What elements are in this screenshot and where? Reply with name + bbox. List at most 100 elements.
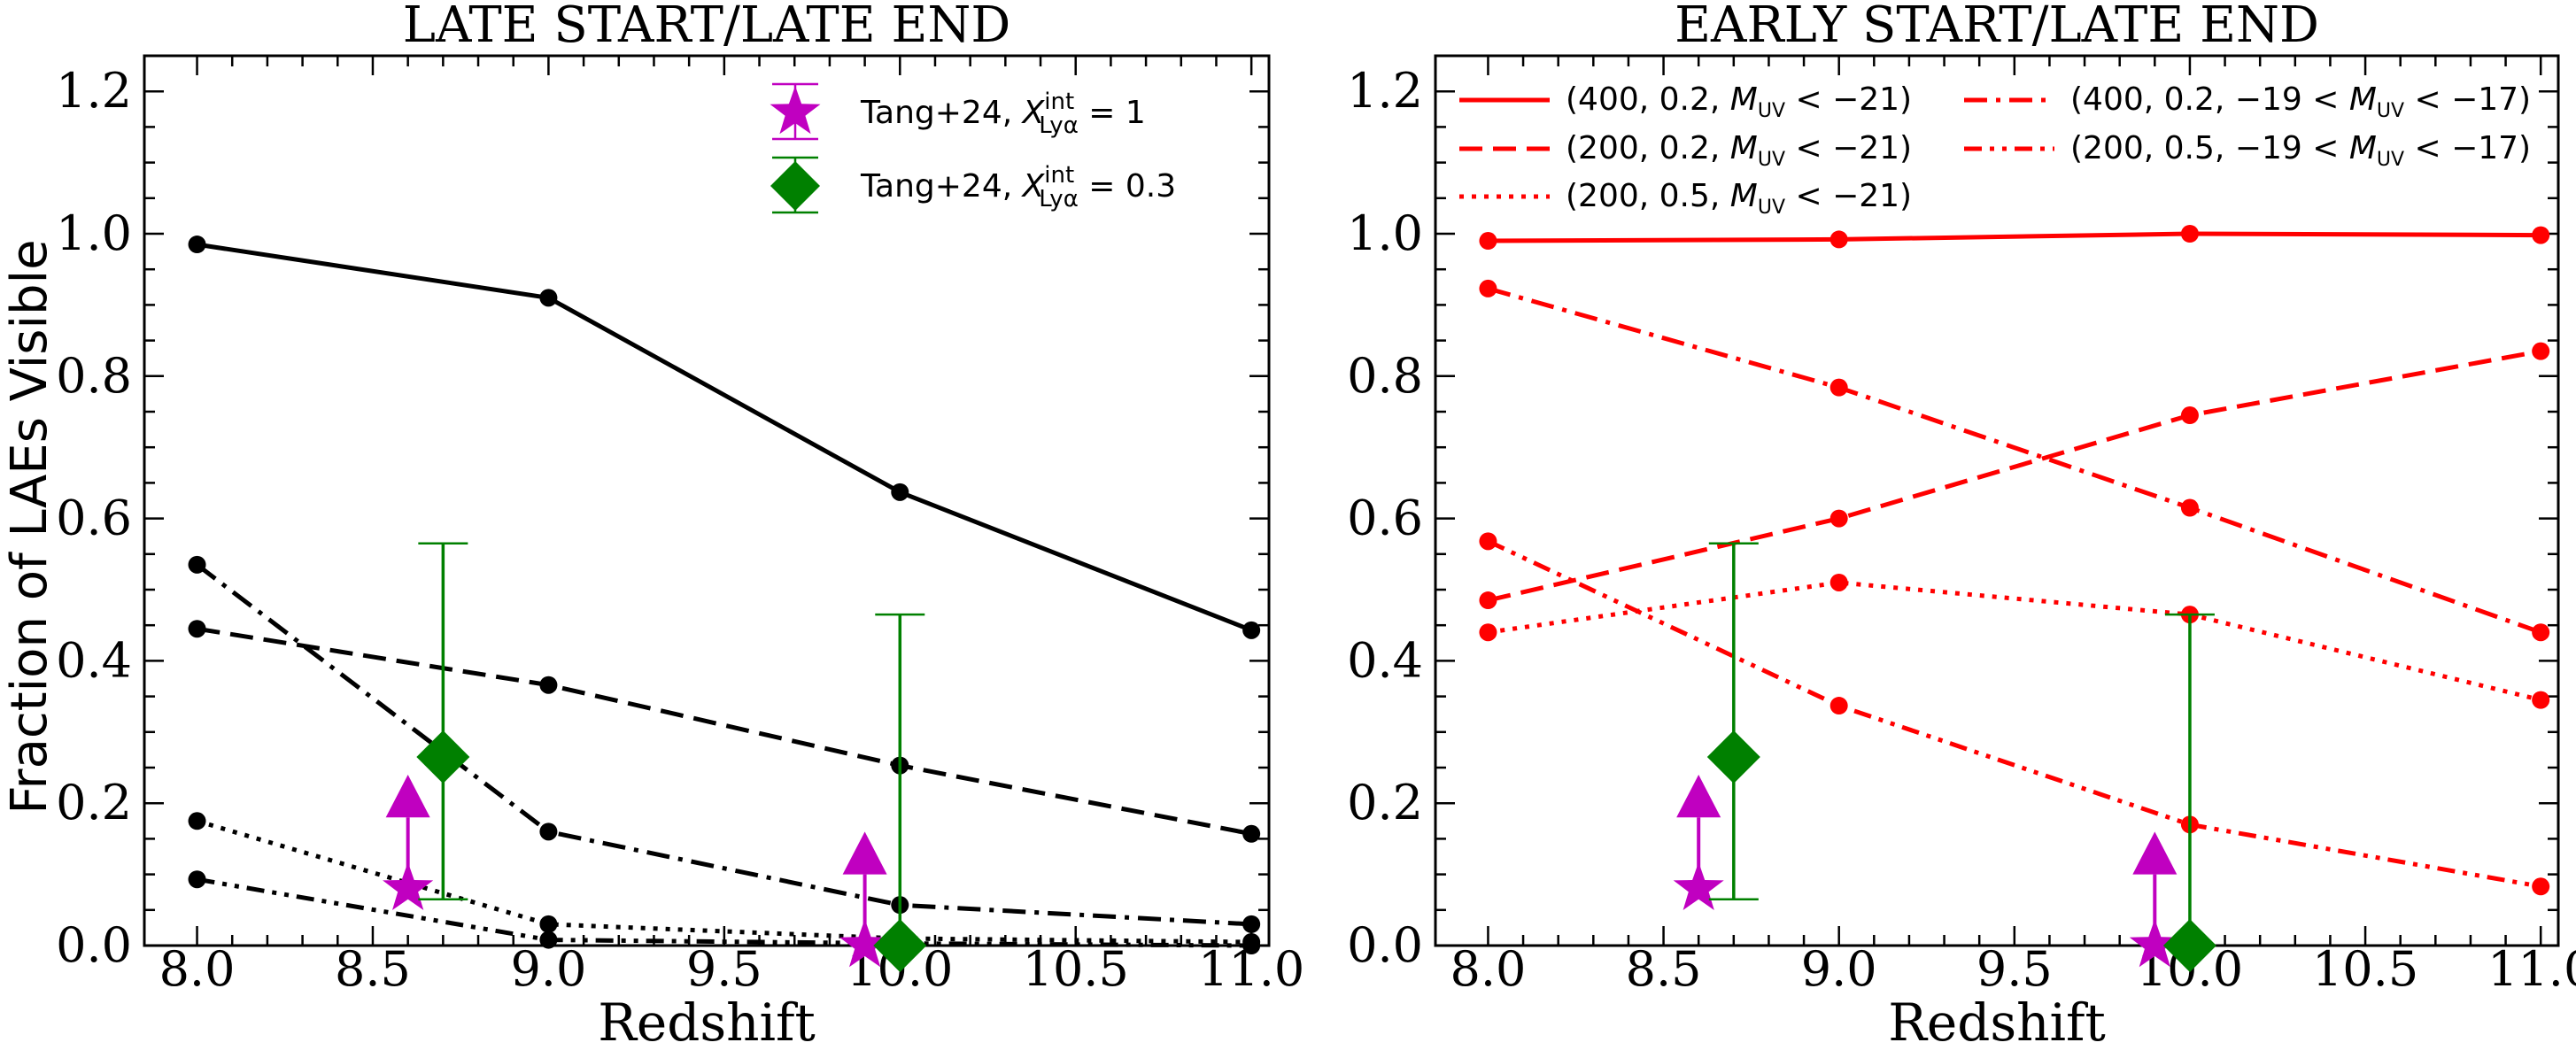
tang24-lower-limits [1673, 775, 2180, 968]
axes-frame [1434, 54, 2560, 947]
legend-label-s200_05_bright: (200, 0.5, MUV < −21) [1566, 178, 1912, 219]
series-line [1488, 231, 2541, 243]
data-point [188, 870, 206, 889]
data-point [2532, 226, 2550, 244]
data-point [2180, 498, 2199, 517]
data-point [539, 676, 558, 694]
x-tick-label: 9.5 [1976, 941, 2053, 997]
series-dashed [1479, 342, 2550, 610]
tang24-lower-limits [383, 775, 891, 968]
axes-frame [143, 54, 1271, 947]
data-point [1830, 573, 1848, 591]
y-axis-label: Fraction of LAEs Visible [1, 239, 58, 814]
data-point [1479, 532, 1497, 551]
data-point [188, 620, 206, 638]
data-point [539, 915, 558, 933]
y-tick-label: 0.0 [56, 917, 132, 973]
y-tick-label: 0.2 [56, 775, 132, 830]
star-marker [1673, 861, 1724, 910]
data-point [188, 555, 206, 574]
limit-arrow-head [2132, 831, 2178, 875]
series-line [195, 562, 1252, 927]
series-line [1487, 286, 2542, 635]
x-tick-label: 8.5 [335, 941, 411, 997]
data-point [2532, 877, 2550, 896]
diamond-marker [1706, 730, 1760, 784]
x-axis-label: Redshift [1888, 992, 2106, 1053]
data-point [1242, 621, 1261, 639]
y-tick-label: 1.0 [56, 205, 132, 261]
y-tick-label: 1.0 [1347, 205, 1423, 261]
data-point [188, 812, 206, 830]
x-axis-label: Redshift [598, 992, 816, 1053]
legend-label-s400_02_bright: (400, 0.2, MUV < −21) [1566, 81, 1912, 122]
tick-marks [1435, 54, 2558, 947]
chart-title: EARLY START/LATE END [1675, 0, 2319, 54]
star-marker [383, 861, 434, 910]
x-tick-label: 9.0 [1801, 941, 1877, 997]
limit-arrow-head [385, 775, 430, 818]
series-dashed [188, 620, 1261, 843]
star-marker [2129, 919, 2180, 968]
legend-label-s200_02_bright: (200, 0.2, MUV < −21) [1566, 130, 1912, 171]
x-tick-label: 8.5 [1626, 941, 1702, 997]
series-line [1488, 580, 2541, 703]
chart-panel-right: EARLY START/LATE END Redshift 8.0 8.5 9.0 9.5… [1347, 0, 2576, 1053]
star-marker [839, 919, 891, 968]
legend: (400, 0.2, MUV < −21) (400, 0.2, −19 < MU… [1459, 81, 2531, 219]
series-line [1487, 349, 2541, 603]
y-tick-label: 0.8 [56, 348, 132, 404]
x-tick-label: 9.5 [686, 941, 762, 997]
data-point [539, 931, 558, 949]
data-point [1830, 697, 1848, 715]
data-point [1830, 230, 1848, 249]
legend-label-s400_02_faint: (400, 0.2, −19 < MUV < −17) [2070, 81, 2531, 122]
legend: Tang+24, Xint Lyα = 1 Tang+24, Xint Lyα = 0… [770, 82, 1176, 214]
data-point [891, 483, 909, 501]
diamond-marker [873, 919, 927, 972]
tang24-measurements [1706, 542, 2216, 972]
data-point [2180, 225, 2199, 243]
legend-label-s200_05_faint: (200, 0.5, −19 < MUV < −17) [2070, 130, 2531, 171]
series-line [196, 818, 1252, 945]
chart-panel-left: LATE START/LATE END Redshift 8.0 8.5 9.0 9.5 1… [56, 0, 1304, 1053]
legend-diamond-icon [770, 161, 820, 211]
series-line [197, 626, 1252, 837]
data-point [2532, 623, 2550, 642]
series-line [197, 242, 1253, 633]
tang24-measurements [416, 542, 927, 972]
data-point [188, 236, 206, 254]
legend-star-icon [770, 86, 821, 135]
series-line [1487, 539, 2541, 889]
data-point [1242, 824, 1261, 843]
legend-label-tang24-x03: Tang+24, Xint Lyα = 0.3 [860, 162, 1176, 212]
y-tick-label: 0.2 [1347, 775, 1423, 830]
y-tick-label: 0.8 [1347, 348, 1423, 404]
data-point [2532, 691, 2550, 709]
diamond-marker [416, 730, 470, 784]
x-tick-label: 9.0 [510, 941, 586, 997]
data-point [2180, 406, 2199, 425]
y-tick-label: 0.0 [1347, 917, 1423, 973]
legend-label-tang24-x1: Tang+24, Xint Lyα = 1 [860, 89, 1146, 139]
y-tick-label: 0.6 [1347, 490, 1423, 546]
series-dashdot [188, 555, 1261, 933]
data-point [1479, 232, 1497, 251]
x-tick-label: 10.5 [2312, 941, 2418, 997]
data-point [1242, 915, 1261, 933]
limit-arrow-head [842, 831, 887, 875]
x-tick-label: 8.0 [1450, 941, 1526, 997]
diamond-marker [2162, 919, 2216, 972]
y-tick-label: 0.4 [1347, 632, 1423, 688]
series-dotted [1479, 573, 2550, 709]
series-line [197, 877, 1252, 948]
y-tick-label: 0.4 [56, 632, 132, 688]
x-tick-label: 10.5 [1023, 941, 1129, 997]
chart-title: LATE START/LATE END [403, 0, 1010, 54]
x-tick-label: 8.0 [159, 941, 236, 997]
data-point [1479, 623, 1497, 642]
limit-arrow-head [1676, 775, 1721, 818]
tick-marks [144, 54, 1269, 947]
y-tick-label: 1.2 [56, 63, 132, 119]
